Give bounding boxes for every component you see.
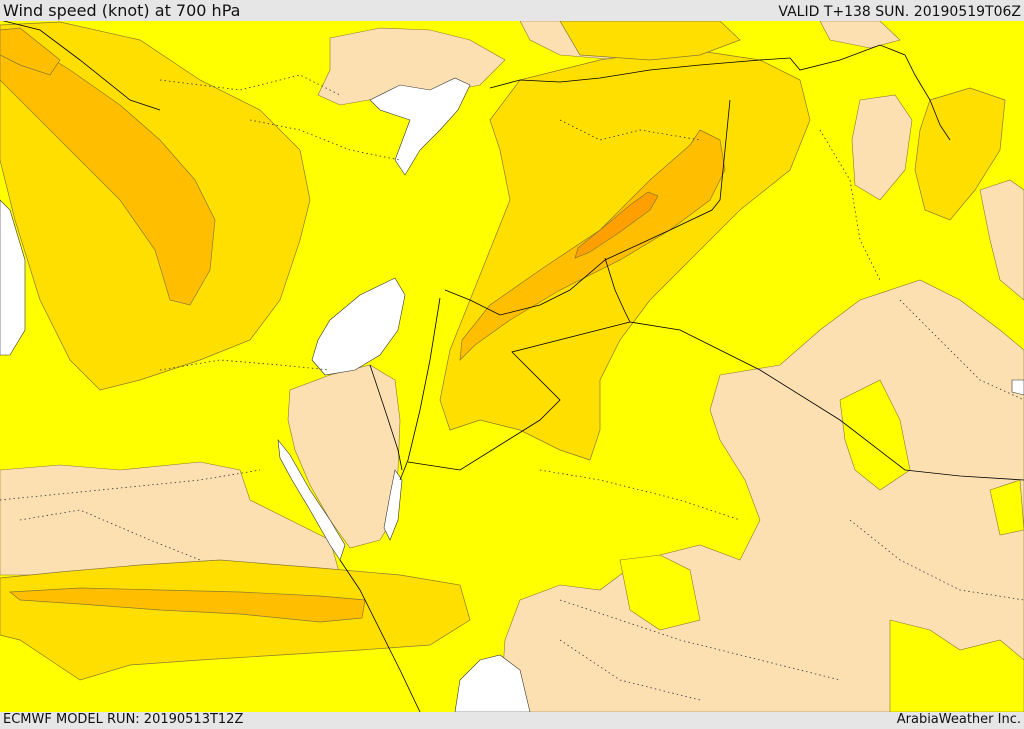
gulf-of-aqaba [383,469,403,541]
fresh-region-north-west [0,27,61,76]
strong-core-levant [574,191,659,259]
fresh-region-egypt-jet [9,587,366,623]
national-borders [2,21,1024,712]
red-sea-south [454,654,531,712]
moderate-region-north-east [559,21,741,61]
model-run: ECMWF MODEL RUN: 20190513T12Z [3,712,244,727]
footer-bar: ECMWF MODEL RUN: 20190513T12Z ArabiaWeat… [0,712,1024,729]
calm-region-east-north [819,21,901,49]
calm-region-iran-patch [851,94,913,201]
moderate-region-iraq [914,87,1006,221]
dead-sea-lake [311,277,406,376]
province-boundaries [0,74,1024,701]
caspian-ish-gulf [369,77,471,176]
calm-region-east-patch [979,179,1024,301]
fresh-region-mediterranean [0,39,216,306]
east-edge-water [1011,379,1024,396]
credit: ArabiaWeather Inc. [896,712,1021,727]
map-title: Wind speed (knot) at 700 hPa [3,1,241,20]
wind-speed-map[interactable] [0,21,1024,712]
light-islands [619,379,1024,712]
valid-time: VALID T+138 SUN. 20190519T06Z [778,4,1021,20]
water-bodies [0,77,1024,712]
header-bar: Wind speed (knot) at 700 hPa VALID T+138… [0,0,1024,21]
west-edge-water [0,199,26,356]
